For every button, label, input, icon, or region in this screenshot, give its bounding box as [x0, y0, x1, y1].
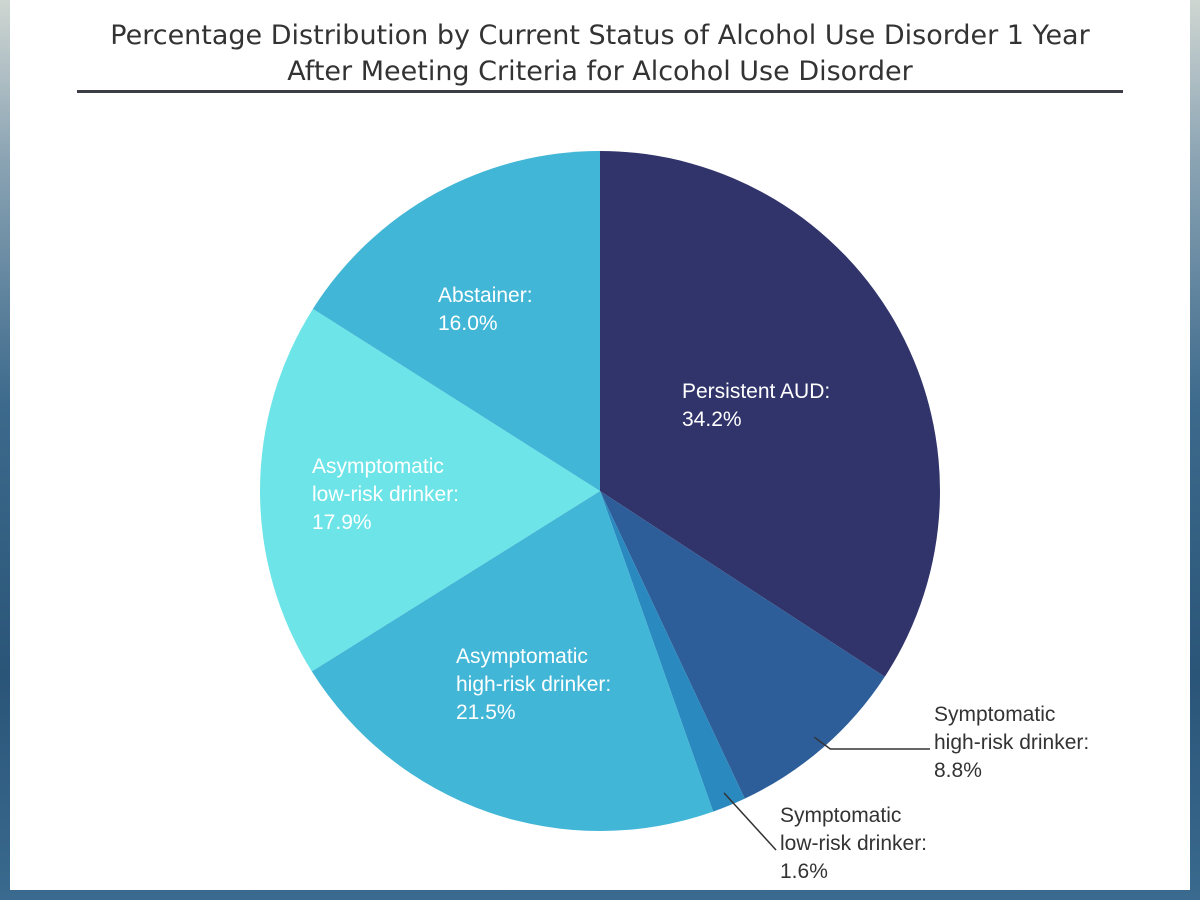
- slice-label-5-line-0: Abstainer:: [438, 284, 533, 307]
- slice-label-4-line-0: Asymptomatic: [312, 455, 444, 478]
- slice-label-0: Persistent AUD: 34.2%: [682, 380, 830, 431]
- leader-line-1: [813, 736, 930, 750]
- pie-slice-0: [600, 151, 940, 677]
- slice-label-2-line-1: low-risk drinker:: [780, 832, 927, 855]
- pie-slice-4: [260, 308, 600, 672]
- slice-label-3: Asymptomatic high-risk drinker: 21.5%: [456, 645, 611, 724]
- chart-title-line-2: After Meeting Criteria for Alcohol Use D…: [287, 56, 913, 87]
- chart-title-line-1: Percentage Distribution by Current Statu…: [110, 20, 1090, 51]
- slice-label-2-line-0: Symptomatic: [780, 804, 901, 827]
- slice-label-1-line-0: Symptomatic: [934, 703, 1055, 726]
- pie-slice-1: [600, 491, 885, 799]
- slice-label-3-line-1: high-risk drinker:: [456, 673, 611, 696]
- title-underline: [77, 90, 1123, 93]
- slice-label-1-line-1: high-risk drinker:: [934, 731, 1089, 754]
- slice-label-5: Abstainer: 16.0%: [438, 284, 533, 335]
- pie-slice-5: [312, 151, 600, 491]
- slice-label-3-line-2: 21.5%: [456, 701, 516, 724]
- pie-slice-2: [600, 491, 745, 812]
- chart-title: Percentage Distribution by Current Statu…: [0, 18, 1200, 90]
- leader-line-2: [723, 792, 777, 851]
- slice-label-2-line-2: 1.6%: [780, 860, 828, 883]
- slice-label-3-line-0: Asymptomatic: [456, 645, 588, 668]
- slice-label-5-line-1: 16.0%: [438, 312, 498, 335]
- slice-label-0-line-0: Persistent AUD:: [682, 380, 830, 403]
- slice-label-0-line-1: 34.2%: [682, 408, 742, 431]
- slice-label-4: Asymptomatic low-risk drinker: 17.9%: [312, 455, 459, 534]
- slice-label-2: Symptomatic low-risk drinker: 1.6%: [780, 804, 927, 883]
- pie-slice-3: [311, 491, 714, 832]
- slice-label-1: Symptomatic high-risk drinker: 8.8%: [934, 703, 1089, 782]
- slice-label-1-line-2: 8.8%: [934, 759, 982, 782]
- slice-label-4-line-2: 17.9%: [312, 511, 372, 534]
- slice-label-4-line-1: low-risk drinker:: [312, 483, 459, 506]
